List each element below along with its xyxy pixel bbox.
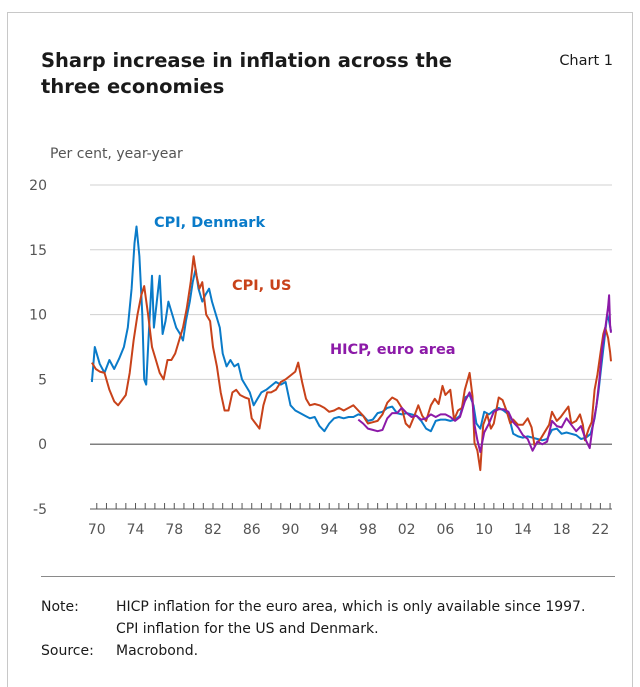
y-tick-label: 5 xyxy=(38,372,47,388)
gridlines xyxy=(90,184,612,445)
source-text: Macrobond. xyxy=(116,643,199,659)
series-labels: CPI, Denmark CPI, US HICP, euro area xyxy=(154,215,456,358)
x-tick-label: 10 xyxy=(475,522,493,538)
y-tick-label: -5 xyxy=(33,502,47,518)
series-label-1: CPI, US xyxy=(232,278,291,294)
x-axis: 70 74 78 82 86 90 94 98 02 06 10 14 18 22 xyxy=(88,503,612,538)
x-tick-label: 90 xyxy=(282,522,300,538)
x-tick-label: 02 xyxy=(398,522,416,538)
chart-title: Sharp increase in inflation across the t… xyxy=(41,49,452,98)
y-axis-ticks: -5 0 5 10 15 20 xyxy=(29,178,47,518)
source-label: Source: xyxy=(41,643,94,659)
x-tick-label: 94 xyxy=(320,522,338,538)
x-tick-label: 22 xyxy=(591,522,609,538)
y-tick-label: 20 xyxy=(29,178,47,194)
x-tick-label: 18 xyxy=(553,522,571,538)
x-tick-label: 86 xyxy=(243,522,261,538)
x-tick-label: 98 xyxy=(359,522,377,538)
chart-notes: Note: HICP inflation for the euro area, … xyxy=(41,596,596,662)
x-tick-label: 14 xyxy=(514,522,532,538)
x-tick-label: 70 xyxy=(88,522,106,538)
note-label: Note: xyxy=(41,599,79,615)
x-tick-label: 82 xyxy=(204,522,222,538)
series-label-0: CPI, Denmark xyxy=(154,215,265,231)
series-label-2: HICP, euro area xyxy=(330,342,456,358)
series-line-2 xyxy=(357,294,612,453)
y-tick-label: 0 xyxy=(38,437,47,453)
y-tick-label: 15 xyxy=(29,243,47,259)
series-lines xyxy=(90,225,612,472)
x-tick-label: 74 xyxy=(127,522,145,538)
series-line-1 xyxy=(91,255,612,472)
y-axis-label: Per cent, year-year xyxy=(50,146,183,162)
x-tick-label: 78 xyxy=(165,522,183,538)
x-tick-label: 06 xyxy=(437,522,455,538)
chart-panel xyxy=(7,12,633,687)
footer-divider xyxy=(41,576,615,577)
note-text: HICP inflation for the euro area, which … xyxy=(116,599,586,637)
series-line-0 xyxy=(90,225,612,442)
chart-number: Chart 1 xyxy=(559,53,613,69)
y-tick-label: 10 xyxy=(29,308,47,324)
